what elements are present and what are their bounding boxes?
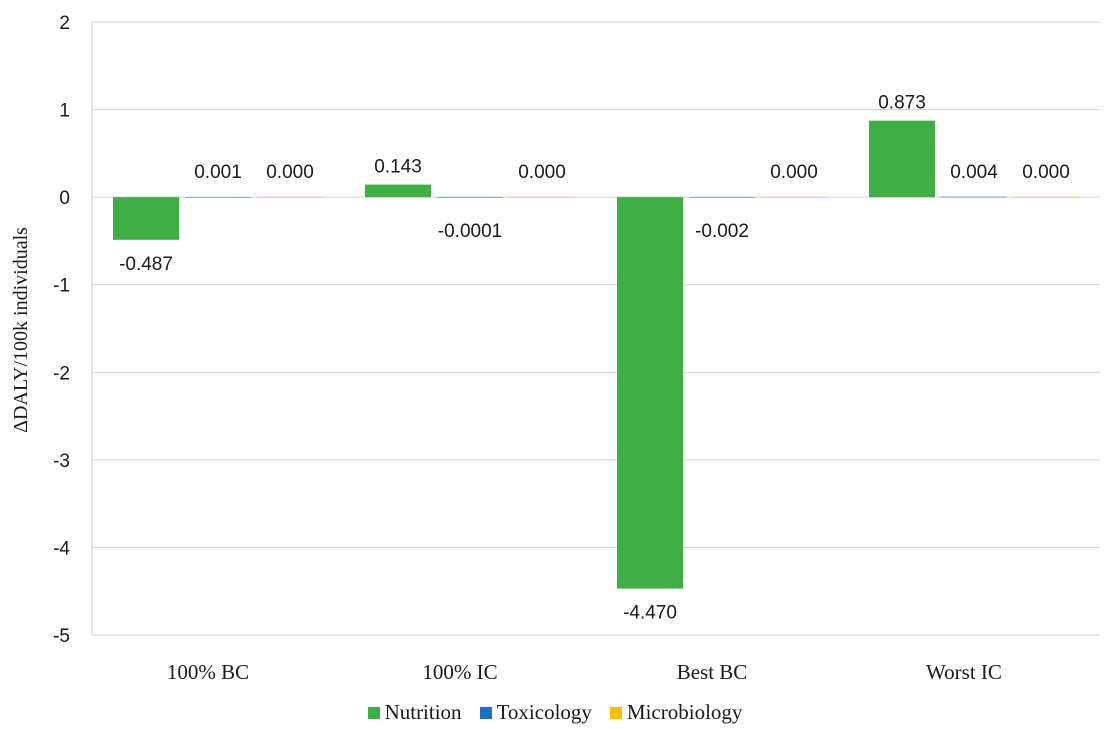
y-axis-label: ΔDALY/100k individuals — [10, 227, 32, 433]
data-label-microbiology-2: 0.000 — [770, 162, 818, 183]
data-label-microbiology-0: 0.000 — [266, 162, 314, 183]
y-tick-label: -2 — [53, 363, 70, 384]
data-label-nutrition-0: -0.487 — [119, 254, 173, 275]
bar-nutrition-0 — [113, 197, 179, 240]
data-label-nutrition-3: 0.873 — [878, 93, 926, 114]
bar-microbiology-3 — [1013, 197, 1079, 198]
legend-swatch-nutrition — [367, 706, 380, 719]
legend-item-toxicology: Toxicology — [479, 700, 592, 725]
x-tick-label: 100% IC — [422, 660, 497, 684]
legend-item-microbiology: Microbiology — [609, 700, 743, 725]
y-tick-label: 2 — [59, 13, 70, 34]
data-label-toxicology-1: -0.0001 — [438, 221, 502, 242]
bar-toxicology-2 — [689, 197, 755, 198]
legend-label-toxicology: Toxicology — [496, 700, 592, 724]
data-label-nutrition-1: 0.143 — [374, 157, 422, 178]
data-labels: -0.487 0.001 0.000 0.143 -0.0001 0.000 -4.470 -… — [119, 93, 1070, 624]
legend-item-nutrition: Nutrition — [367, 700, 462, 725]
legend-swatch-toxicology — [479, 706, 492, 719]
bar-toxicology-1 — [437, 197, 503, 198]
category-labels: 100% BC 100% IC Best BC Worst IC — [167, 660, 1002, 684]
bar-nutrition-1 — [365, 184, 431, 198]
y-tick-label: -1 — [53, 276, 70, 297]
bar-toxicology-0 — [185, 197, 251, 198]
data-label-toxicology-2: -0.002 — [695, 221, 749, 242]
bars — [113, 120, 1079, 589]
bar-microbiology-0 — [257, 197, 323, 198]
bar-microbiology-2 — [761, 197, 827, 198]
x-tick-label: Best BC — [677, 660, 748, 684]
data-label-microbiology-1: 0.000 — [518, 162, 566, 183]
y-tick-label: -5 — [53, 626, 70, 647]
y-tick-label: -3 — [53, 451, 70, 472]
legend-swatch-microbiology — [609, 706, 622, 719]
y-tick-label: -4 — [53, 538, 70, 559]
grid-lines — [91, 21, 1100, 636]
y-tick-label: 1 — [59, 101, 70, 122]
legend-label-microbiology: Microbiology — [626, 700, 743, 724]
bar-nutrition-3 — [869, 120, 935, 198]
y-tick-labels: 2 1 0 -1 -2 -3 -4 -5 — [53, 13, 70, 647]
legend: Nutrition Toxicology Microbiology — [0, 700, 1110, 725]
data-label-nutrition-2: -4.470 — [623, 603, 677, 624]
data-label-microbiology-3: 0.000 — [1022, 162, 1070, 183]
data-label-toxicology-0: 0.001 — [194, 162, 242, 183]
bar-nutrition-2 — [617, 197, 683, 589]
legend-label-nutrition: Nutrition — [384, 700, 462, 724]
y-tick-label: 0 — [59, 188, 70, 209]
x-tick-label: 100% BC — [167, 660, 249, 684]
x-tick-label: Worst IC — [926, 660, 1002, 684]
bar-microbiology-1 — [509, 197, 575, 198]
data-label-toxicology-3: 0.004 — [950, 162, 998, 183]
bar-toxicology-3 — [941, 196, 1007, 198]
